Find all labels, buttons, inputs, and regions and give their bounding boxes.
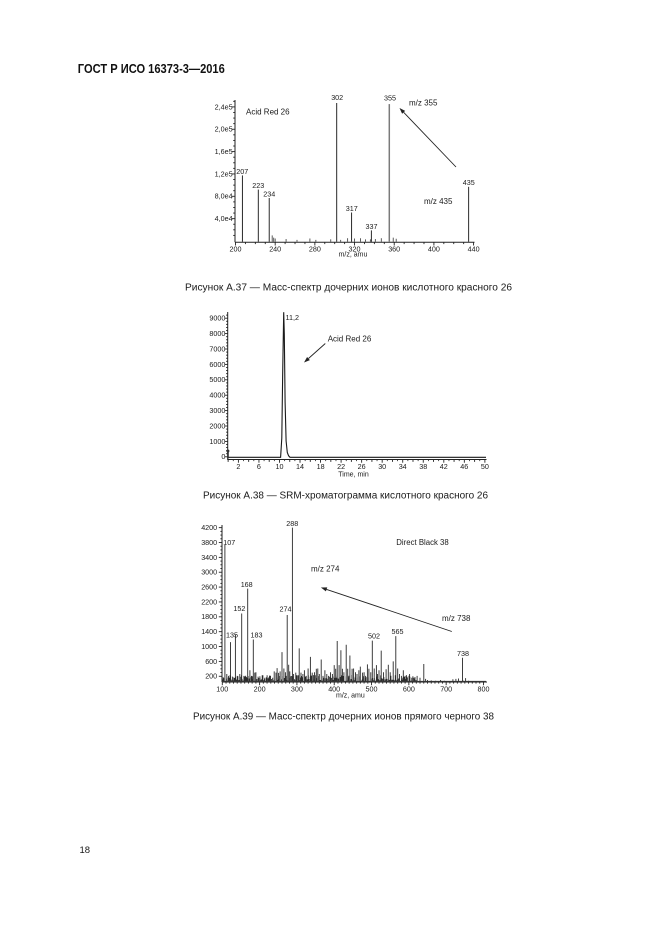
svg-text:Рисунок А.38 — SRM-хроматограм: Рисунок А.38 — SRM-хроматограмма кислотн…	[203, 491, 488, 502]
svg-text:Acid Red 26: Acid Red 26	[246, 108, 290, 117]
svg-text:3400: 3400	[201, 553, 217, 562]
svg-text:360: 360	[388, 245, 400, 254]
svg-text:288: 288	[286, 519, 298, 528]
svg-text:m/z 435: m/z 435	[424, 197, 453, 206]
svg-text:5000: 5000	[209, 375, 225, 384]
svg-text:4,0e4: 4,0e4	[215, 214, 233, 223]
svg-text:m/z 355: m/z 355	[409, 98, 438, 107]
svg-text:m/z, amu: m/z, amu	[339, 252, 368, 259]
svg-text:600: 600	[205, 657, 217, 666]
svg-text:Acid Red 26: Acid Red 26	[328, 335, 372, 344]
svg-text:Direct Black 38: Direct Black 38	[396, 538, 448, 547]
svg-text:207: 207	[236, 167, 248, 176]
svg-text:8000: 8000	[209, 329, 225, 338]
svg-text:600: 600	[403, 685, 415, 694]
svg-text:2,0e5: 2,0e5	[215, 125, 233, 134]
svg-text:1400: 1400	[201, 627, 217, 636]
svg-text:2200: 2200	[201, 597, 217, 606]
svg-text:107: 107	[223, 538, 235, 547]
svg-text:3000: 3000	[201, 568, 217, 577]
svg-text:2: 2	[236, 462, 240, 471]
svg-text:42: 42	[440, 462, 448, 471]
svg-text:2000: 2000	[209, 421, 225, 430]
svg-text:m/z 274: m/z 274	[311, 565, 340, 574]
svg-text:m/z 738: m/z 738	[442, 614, 471, 623]
svg-text:6: 6	[257, 462, 261, 471]
svg-text:400: 400	[328, 685, 340, 694]
svg-text:1800: 1800	[201, 612, 217, 621]
svg-text:11,2: 11,2	[286, 313, 299, 322]
svg-text:355: 355	[384, 93, 396, 102]
svg-text:183: 183	[251, 631, 263, 640]
svg-text:1000: 1000	[201, 642, 217, 651]
svg-text:400: 400	[428, 245, 440, 254]
svg-text:700: 700	[440, 685, 452, 694]
svg-text:6000: 6000	[209, 360, 225, 369]
svg-text:18: 18	[317, 462, 325, 471]
svg-text:500: 500	[366, 685, 378, 694]
svg-text:18: 18	[80, 845, 91, 856]
svg-text:10: 10	[276, 462, 284, 471]
svg-text:738: 738	[457, 649, 469, 658]
svg-text:152: 152	[233, 604, 245, 613]
svg-text:30: 30	[378, 462, 386, 471]
svg-text:Рисунок А.37 — Масс-спектр доч: Рисунок А.37 — Масс-спектр дочерних ионо…	[185, 283, 512, 294]
svg-text:Time, min: Time, min	[338, 472, 369, 479]
svg-text:223: 223	[252, 181, 264, 190]
svg-text:200: 200	[254, 685, 266, 694]
svg-text:100: 100	[216, 685, 228, 694]
svg-text:300: 300	[291, 685, 303, 694]
svg-text:302: 302	[331, 93, 343, 102]
svg-text:3800: 3800	[201, 538, 217, 547]
svg-text:m/z, amu: m/z, amu	[336, 693, 365, 700]
svg-text:7000: 7000	[209, 344, 225, 353]
svg-text:320: 320	[349, 245, 361, 254]
svg-text:1000: 1000	[209, 437, 225, 446]
svg-text:0: 0	[221, 452, 225, 461]
svg-text:800: 800	[478, 685, 490, 694]
svg-text:168: 168	[241, 580, 253, 589]
svg-text:34: 34	[399, 462, 407, 471]
svg-text:50: 50	[481, 462, 489, 471]
svg-text:22: 22	[337, 462, 345, 471]
svg-text:135: 135	[226, 631, 238, 640]
svg-text:4000: 4000	[209, 391, 225, 400]
svg-text:3000: 3000	[209, 406, 225, 415]
svg-text:38: 38	[419, 462, 427, 471]
svg-text:Рисунок А.39 — Масс-спектр доч: Рисунок А.39 — Масс-спектр дочерних ионо…	[193, 712, 494, 723]
svg-text:2600: 2600	[201, 583, 217, 592]
svg-text:502: 502	[368, 632, 380, 641]
svg-text:8,0e4: 8,0e4	[215, 192, 233, 201]
svg-text:46: 46	[460, 462, 468, 471]
svg-text:4200: 4200	[201, 523, 217, 532]
svg-text:565: 565	[392, 627, 404, 636]
svg-text:2,4e5: 2,4e5	[215, 102, 233, 111]
svg-text:1,2e5: 1,2e5	[215, 169, 233, 178]
svg-text:ГОСТ Р ИСО 16373-3—2016: ГОСТ Р ИСО 16373-3—2016	[78, 61, 225, 76]
svg-text:26: 26	[358, 462, 366, 471]
svg-text:317: 317	[346, 204, 358, 213]
svg-text:240: 240	[269, 245, 281, 254]
svg-text:337: 337	[366, 222, 378, 231]
svg-text:200: 200	[230, 245, 242, 254]
svg-text:1,6e5: 1,6e5	[215, 147, 233, 156]
svg-text:14: 14	[296, 462, 304, 471]
svg-text:9000: 9000	[209, 314, 225, 323]
svg-text:435: 435	[463, 178, 475, 187]
svg-text:440: 440	[468, 245, 480, 254]
svg-text:280: 280	[309, 245, 321, 254]
svg-text:234: 234	[263, 189, 275, 198]
svg-text:200: 200	[205, 672, 217, 681]
svg-text:274: 274	[280, 605, 292, 614]
